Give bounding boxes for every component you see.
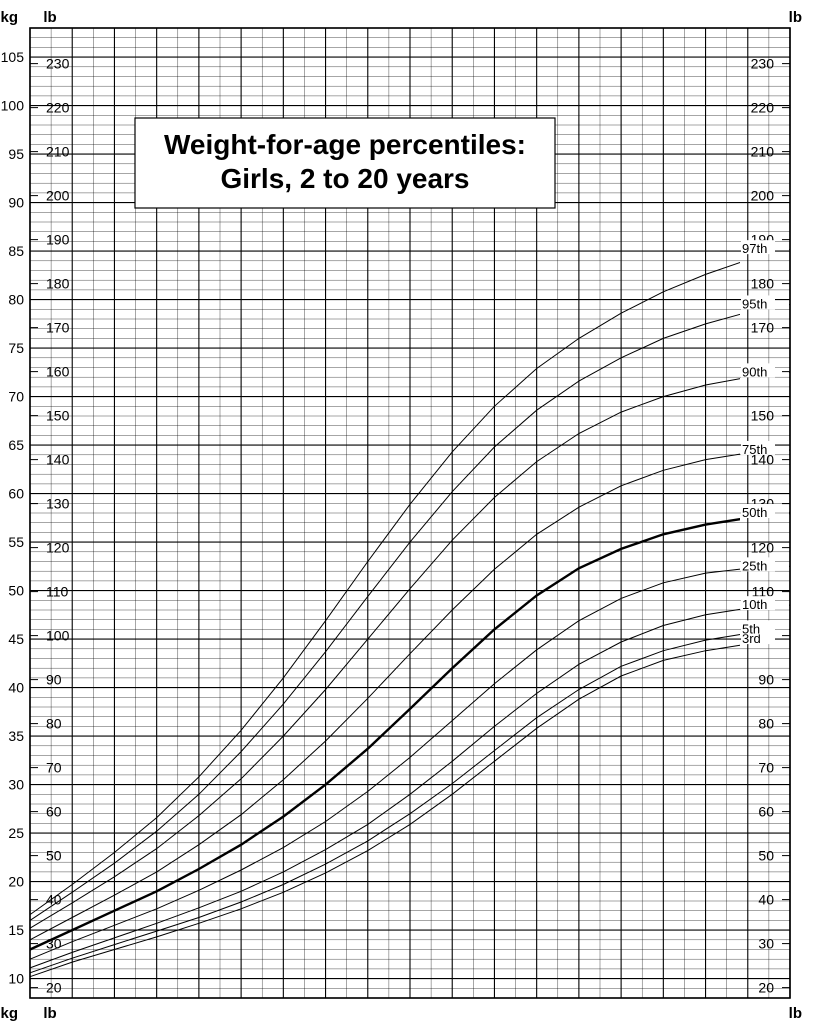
percentile-label-25th: 25th: [742, 558, 767, 573]
svg-text:80: 80: [758, 716, 774, 732]
percentile-label-95th: 95th: [742, 296, 767, 311]
lb-tick-left: 50: [46, 848, 62, 864]
percentile-label-10th: 10th: [742, 597, 767, 612]
lb-tick-left: 150: [46, 408, 70, 424]
svg-text:50: 50: [758, 848, 774, 864]
svg-text:40: 40: [758, 892, 774, 908]
kg-tick-label: 65: [8, 437, 24, 453]
kg-tick-label: 35: [8, 728, 24, 744]
lb-unit-top-left: lb: [43, 9, 56, 26]
lb-tick-left: 190: [46, 232, 70, 248]
lb-tick-left: 210: [46, 144, 70, 160]
svg-text:90: 90: [758, 672, 774, 688]
lb-tick-left: 60: [46, 804, 62, 820]
kg-tick-label: 75: [8, 340, 24, 356]
kg-tick-label: 10: [8, 971, 24, 987]
svg-text:170: 170: [751, 320, 775, 336]
svg-text:220: 220: [751, 100, 775, 116]
kg-tick-label: 45: [8, 631, 24, 647]
lb-tick-left: 160: [46, 364, 70, 380]
kg-tick-label: 40: [8, 680, 24, 696]
percentile-label-75th: 75th: [742, 442, 767, 457]
percentile-label-97th: 97th: [742, 241, 767, 256]
kg-tick-label: 60: [8, 486, 24, 502]
svg-text:180: 180: [751, 276, 775, 292]
kg-tick-label: 30: [8, 777, 24, 793]
lb-tick-left: 90: [46, 672, 62, 688]
svg-text:230: 230: [751, 56, 775, 72]
svg-text:20: 20: [758, 980, 774, 996]
svg-text:150: 150: [751, 408, 775, 424]
lb-tick-left: 100: [46, 628, 70, 644]
kg-tick-label: 80: [8, 292, 24, 308]
chart-title-line1: Weight-for-age percentiles:: [164, 129, 526, 160]
kg-tick-label: 55: [8, 534, 24, 550]
kg-tick-label: 100: [1, 98, 25, 114]
lb-tick-left: 130: [46, 496, 70, 512]
kg-tick-label: 20: [8, 874, 24, 890]
lb-unit-bot-right: lb: [789, 1005, 802, 1022]
kg-tick-label: 105: [1, 49, 25, 65]
lb-tick-left: 220: [46, 100, 70, 116]
kg-tick-label: 95: [8, 146, 24, 162]
svg-text:70: 70: [758, 760, 774, 776]
kg-unit-bottom: kg: [0, 1005, 18, 1022]
svg-text:30: 30: [758, 936, 774, 952]
kg-tick-label: 85: [8, 243, 24, 259]
lb-tick-left: 110: [46, 584, 69, 600]
lb-unit-top-right: lb: [789, 9, 802, 26]
kg-unit-top: kg: [0, 9, 18, 26]
lb-tick-left: 120: [46, 540, 70, 556]
chart-title-line2: Girls, 2 to 20 years: [220, 163, 469, 194]
lb-tick-left: 140: [46, 452, 70, 468]
kg-tick-label: 90: [8, 195, 24, 211]
kg-tick-label: 70: [8, 389, 24, 405]
lb-tick-left: 80: [46, 716, 62, 732]
kg-tick-label: 25: [8, 825, 24, 841]
svg-text:60: 60: [758, 804, 774, 820]
lb-tick-left: 200: [46, 188, 70, 204]
percentile-label-5th: 5th: [742, 621, 760, 636]
lb-unit-bot-left: lb: [43, 1005, 56, 1022]
lb-tick-left: 170: [46, 320, 70, 336]
percentile-label-50th: 50th: [742, 505, 767, 520]
growth-chart: 10 15 20 25 30 35 40 45 50 55 60 65 70 75 80 85 90 95 100 1…: [0, 0, 820, 1029]
lb-tick-left: 70: [46, 760, 62, 776]
svg-text:200: 200: [751, 188, 775, 204]
kg-tick-label: 15: [8, 922, 24, 938]
chart-svg: 10 15 20 25 30 35 40 45 50 55 60 65 70 75 80 85 90 95 100 1…: [0, 0, 820, 1029]
kg-tick-label: 50: [8, 583, 24, 599]
percentile-label-90th: 90th: [742, 364, 767, 379]
lb-tick-left: 180: [46, 276, 70, 292]
svg-text:210: 210: [751, 144, 775, 160]
lb-tick-left: 20: [46, 980, 62, 996]
lb-tick-left: 230: [46, 56, 70, 72]
